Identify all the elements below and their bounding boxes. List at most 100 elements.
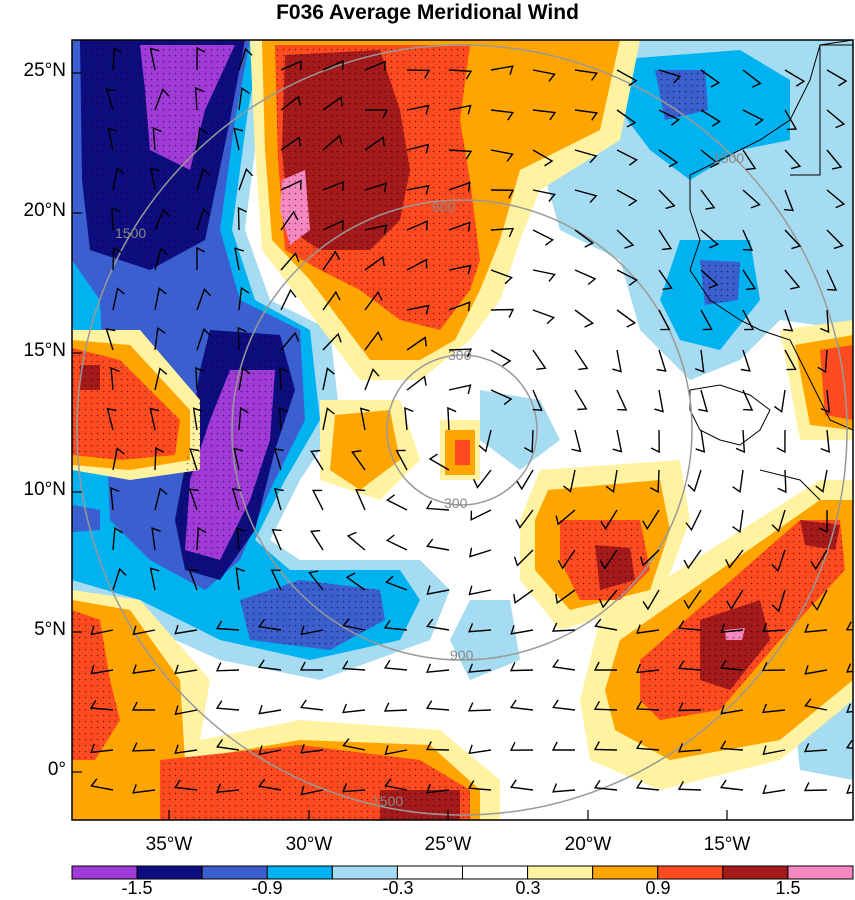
wind-barb: [236, 527, 246, 551]
wind-barb: [574, 389, 588, 411]
wind-barb: [383, 702, 408, 712]
wind-barb: [309, 529, 324, 551]
wind-barb: [826, 269, 838, 291]
wind-barb: [448, 149, 473, 160]
wind-barb: [364, 224, 388, 235]
wind-barb: [154, 208, 170, 231]
wind-barb: [406, 69, 431, 79]
wind-barb: [820, 309, 830, 333]
wind-barbs: [89, 46, 853, 796]
wind-barb: [574, 269, 597, 286]
wind-barb: [677, 620, 702, 631]
wind-barb: [468, 663, 492, 673]
wind-barb: [341, 660, 366, 671]
wind-barb: [237, 206, 247, 231]
wind-barb: [532, 269, 556, 282]
wind-barb: [490, 65, 514, 76]
wind-barb: [467, 702, 492, 712]
wind-barb: [279, 366, 289, 391]
wind-barb: [742, 69, 762, 88]
wind-barb: [448, 69, 473, 80]
wind-barb: [846, 663, 853, 673]
wind-barb: [650, 429, 660, 454]
wind-barb: [532, 189, 556, 202]
wind-barb: [342, 618, 366, 631]
wind-barb: [196, 526, 207, 551]
wind-barb: [532, 109, 557, 121]
wind-barb: [784, 109, 798, 131]
wind-barb: [784, 69, 806, 87]
wind-barb: [742, 309, 755, 331]
wind-barb: [732, 509, 744, 534]
wind-barb: [735, 429, 746, 454]
wind-barb: [426, 618, 450, 631]
wind-barb: [110, 367, 120, 391]
wind-barb: [300, 625, 324, 636]
wind-barb: [300, 744, 324, 754]
wind-barb: [658, 69, 682, 84]
wind-barb: [280, 288, 297, 311]
lat-label-20n: 20°N: [23, 200, 66, 221]
wind-barb: [112, 287, 125, 311]
wind-barb: [826, 189, 846, 209]
wind-barb: [804, 698, 828, 711]
wind-barb: [448, 384, 472, 395]
wind-barb: [612, 429, 623, 453]
wind-barb: [112, 447, 125, 471]
wind-barb: [658, 269, 673, 290]
wind-barb: [196, 246, 206, 271]
wind-barb: [509, 699, 534, 711]
wind-barb: [258, 704, 282, 715]
wind-barb: [726, 589, 744, 610]
wind-barb: [406, 143, 430, 154]
wind-barb: [846, 784, 853, 794]
wind-barb: [599, 549, 618, 570]
wind-barb: [280, 210, 299, 231]
wind-barb: [280, 136, 301, 151]
wind-barb: [616, 229, 635, 249]
axis-ticks: [72, 72, 728, 820]
wind-barb: [149, 47, 160, 71]
wind-barb: [426, 538, 450, 551]
wind-barb: [273, 447, 284, 471]
wind-barb: [278, 406, 289, 431]
wind-barb: [131, 701, 155, 711]
wind-barb: [273, 487, 284, 511]
wind-barb: [555, 509, 576, 526]
wind-barb: [270, 569, 282, 591]
wind-barb: [642, 589, 660, 611]
wind-barb: [509, 779, 534, 791]
wind-barb: [677, 702, 702, 712]
wind-barb: [384, 745, 408, 756]
lat-label-25n: 25°N: [23, 60, 66, 81]
wind-barb: [322, 134, 343, 151]
ring-label-1500-bottom: 1500: [372, 793, 403, 809]
wind-barb: [845, 621, 853, 631]
wind-barb: [826, 149, 843, 170]
wind-barb: [384, 778, 408, 791]
ring-label-300-bottom: 300: [444, 495, 468, 511]
wind-barb: [742, 189, 761, 209]
wind-barb: [574, 229, 595, 248]
lat-label-5n: 5°N: [34, 619, 66, 640]
ring-label-300-top: 300: [448, 347, 472, 363]
wind-barb: [555, 589, 576, 605]
wind-barb: [468, 744, 492, 755]
wind-barb: [448, 301, 471, 312]
wind-barb: [364, 330, 383, 351]
wind-barb: [342, 738, 366, 751]
wind-barb: [448, 181, 471, 192]
wind-barb: [700, 309, 713, 331]
wind-barb: [215, 738, 240, 751]
wind-barb: [725, 549, 744, 569]
wind-barb: [425, 500, 450, 511]
wind-barb: [406, 220, 428, 231]
wind-barb: [154, 487, 168, 511]
wind-barb: [658, 109, 681, 126]
wind-barb: [810, 549, 828, 571]
wind-barb: [515, 509, 534, 529]
ring-label-900-bottom: 900: [450, 647, 474, 663]
wind-barb: [233, 447, 244, 471]
wind-barb: [189, 448, 200, 471]
wind-barb: [299, 661, 324, 671]
